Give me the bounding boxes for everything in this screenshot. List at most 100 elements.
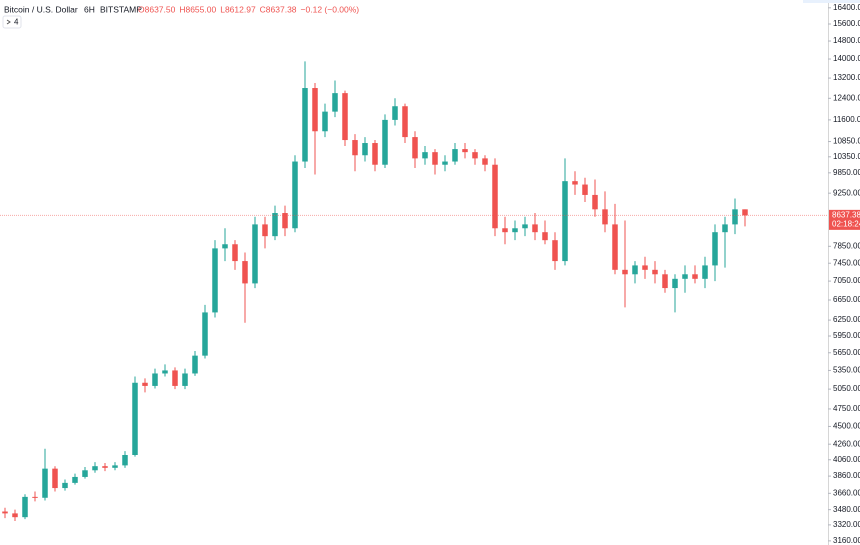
interval[interactable]: 6H [84, 4, 95, 14]
candle-body [382, 119, 388, 165]
price-label: 9250.00 [833, 188, 860, 197]
price-label: 14000.00 [833, 54, 860, 63]
price-label: 3480.00 [833, 505, 860, 514]
candle-body [142, 382, 148, 386]
candle-body [32, 496, 38, 498]
exchange: BITSTAMP [100, 4, 142, 14]
candle-body [282, 213, 288, 229]
price-label: 5950.00 [833, 331, 860, 340]
candle-body [522, 224, 528, 229]
price-label: 6250.00 [833, 315, 860, 324]
ohlc-value: L8612.97 [220, 4, 256, 14]
candle-body [622, 269, 628, 275]
price-label: 4260.00 [833, 439, 860, 448]
symbol-name[interactable]: Bitcoin / U.S. Dollar [4, 4, 78, 14]
candle-body [662, 274, 668, 289]
ohlc-value: O8637.50 [138, 4, 176, 14]
price-label: 5650.00 [833, 348, 860, 357]
candle-body [132, 382, 138, 455]
candle-body [352, 140, 358, 156]
ohlc-value: H8655.00 [179, 4, 216, 14]
candle-body [402, 106, 408, 138]
price-axis: 16400.00 15600.00 14800.00 14000.00 13200.00… [828, 3, 860, 545]
candle-body [632, 265, 638, 275]
candle-body [512, 228, 518, 233]
candle-body [12, 513, 18, 518]
candle-body [302, 88, 308, 162]
candle-body [292, 161, 298, 229]
price-label: 3320.00 [833, 520, 860, 529]
last-price-value: 8637.38 [832, 210, 860, 219]
candle-body [192, 355, 198, 374]
candle-body [362, 143, 368, 156]
price-label: 3660.00 [833, 488, 860, 497]
candle-body [272, 213, 278, 237]
price-label: 3160.00 [833, 536, 860, 545]
candle-body [532, 224, 538, 233]
candle-body [162, 370, 168, 374]
candle-body [112, 465, 118, 468]
candle-body [612, 224, 618, 270]
price-label: 15600.00 [833, 19, 860, 28]
price-label: 5350.00 [833, 366, 860, 375]
candle-body [122, 454, 128, 466]
candle-body [322, 111, 328, 132]
candle-body [102, 466, 108, 468]
ohlc-value: −0.12 (−0.00%) [301, 4, 360, 14]
candle-body [262, 224, 268, 237]
candle-body [372, 143, 378, 165]
candle-body [432, 152, 438, 165]
price-label: 12400.00 [833, 93, 860, 102]
price-label: 7450.00 [833, 258, 860, 267]
candle-body [702, 265, 708, 279]
candle-body [582, 184, 588, 195]
last-price-tag [829, 209, 860, 230]
candle-body [562, 181, 568, 262]
candle-body [482, 158, 488, 165]
candle-body [652, 269, 658, 275]
candle-body [252, 224, 258, 284]
candle-body [2, 511, 8, 514]
candle-body [542, 232, 548, 241]
price-label: 13200.00 [833, 73, 860, 82]
price-label: 10350.00 [833, 152, 860, 161]
plot-area [0, 61, 828, 522]
indicator-count: 4 [14, 18, 19, 27]
toggle-arrow [6, 19, 11, 25]
candle-body [462, 149, 468, 153]
price-label: 16400.00 [833, 3, 860, 12]
candle-body [332, 93, 338, 112]
candle-body [422, 152, 428, 159]
candle-body [222, 244, 228, 249]
axis-top-strip [803, 0, 860, 3]
candle-body [72, 476, 78, 483]
indicators-toggle[interactable] [2, 15, 22, 29]
candle-body [242, 261, 248, 284]
candle-body [722, 224, 728, 233]
price-label: 4500.00 [833, 422, 860, 431]
candle-body [492, 164, 498, 229]
price-label: 6650.00 [833, 295, 860, 304]
candle-body [182, 373, 188, 386]
candle-body [672, 278, 678, 289]
candle-body [502, 228, 508, 233]
candle-body [442, 161, 448, 165]
candle-body [742, 209, 748, 216]
candle-body [592, 194, 598, 210]
candle-body [602, 209, 608, 225]
candle-body [62, 482, 68, 489]
candle-body [22, 496, 28, 518]
price-label: 14800.00 [833, 36, 860, 45]
candle-body [202, 312, 208, 356]
candle-body [732, 209, 738, 225]
bar-countdown: 02:18:24 [832, 219, 860, 228]
ohlc-value: C8637.38 [260, 4, 297, 14]
candle-body [452, 149, 458, 162]
price-label: 11600.00 [833, 115, 860, 124]
candle-body [682, 274, 688, 279]
candle-body [52, 468, 58, 489]
candle-body [692, 274, 698, 279]
candle-body [232, 244, 238, 262]
price-label: 3860.00 [833, 471, 860, 480]
candle-body [552, 240, 558, 262]
